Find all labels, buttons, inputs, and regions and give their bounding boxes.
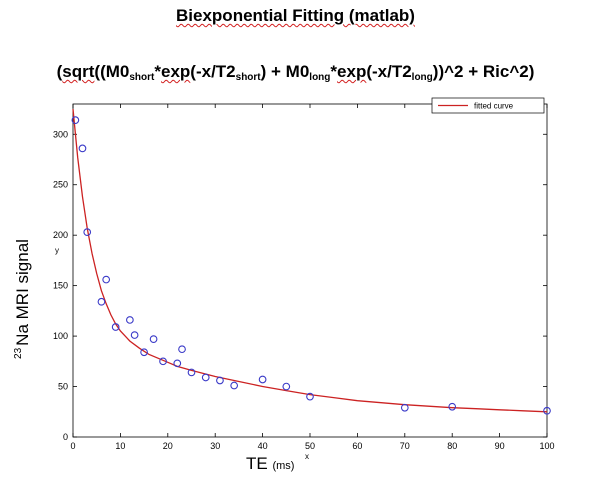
- x-axis-ticks: 0 10 20 30 40 50 60 70 80 90 100: [70, 104, 555, 451]
- y-axis-matlab-label: y: [55, 246, 59, 255]
- x-tick-label: 10: [115, 441, 125, 451]
- x-tick-label: 40: [258, 441, 268, 451]
- data-point: [102, 275, 111, 284]
- legend: fitted curve: [431, 97, 545, 114]
- formula-subscript: short: [129, 72, 155, 83]
- data-point: [230, 381, 239, 390]
- data-point: [126, 316, 134, 324]
- formula-subscript: short: [235, 72, 261, 83]
- y-tick-label: 100: [53, 331, 68, 341]
- data-point: [111, 323, 120, 331]
- x-axis-label-text: TE: [246, 454, 268, 473]
- data-point: [71, 116, 80, 124]
- formula-part: (: [56, 62, 63, 81]
- data-point: [83, 228, 92, 237]
- formula-part: ) + M0: [260, 62, 310, 81]
- formula-part: *: [330, 62, 338, 81]
- formula-part: ))^2 + Ric^2): [432, 62, 535, 81]
- formula-part: sqrt: [62, 62, 95, 81]
- chart-title: Biexponential Fitting (matlab): [0, 6, 591, 26]
- formula-part: ((M0: [94, 62, 130, 81]
- data-point: [140, 348, 148, 357]
- x-tick-label: 0: [70, 441, 75, 451]
- data-point: [543, 406, 551, 415]
- legend-label: fitted curve: [474, 102, 514, 111]
- legend-box: [431, 97, 545, 114]
- data-point: [201, 373, 210, 382]
- chart-title-text: Biexponential Fitting (matlab): [176, 6, 415, 25]
- x-tick-label: 20: [163, 441, 173, 451]
- formula-part: exp: [337, 62, 367, 81]
- x-tick-label: 50: [305, 441, 315, 451]
- y-tick-label: 150: [53, 281, 68, 291]
- data-point: [282, 382, 291, 391]
- data-point: [130, 331, 139, 339]
- x-tick-label: 70: [400, 441, 410, 451]
- x-axis-label: TE (ms): [246, 454, 294, 474]
- data-point: [187, 368, 196, 377]
- fit-formula: (sqrt((M0short*exp(-x/T2short) + M0long*…: [0, 62, 591, 83]
- x-tick-label: 90: [495, 441, 505, 451]
- formula-part: (-x/T2: [366, 62, 412, 81]
- x-axis-matlab-label: x: [305, 452, 309, 461]
- data-point: [306, 392, 314, 401]
- x-tick-label: 80: [447, 441, 457, 451]
- data-point: [173, 359, 182, 368]
- data-point: [149, 335, 158, 343]
- formula-subscript: long: [309, 72, 331, 83]
- data-point: [159, 357, 167, 366]
- plot-area: [72, 103, 548, 438]
- data-point: [97, 297, 106, 306]
- formula-part: (-x/T2: [190, 62, 236, 81]
- formula-part: *: [154, 62, 161, 81]
- y-tick-label: 200: [53, 230, 68, 240]
- y-tick-label: 300: [53, 129, 68, 139]
- formula-part: exp: [161, 62, 191, 81]
- data-point: [448, 402, 457, 411]
- data-point: [78, 144, 87, 153]
- data-points: [71, 116, 551, 415]
- x-tick-label: 100: [539, 441, 554, 451]
- y-tick-label: 0: [63, 432, 68, 442]
- data-point: [178, 345, 186, 354]
- formula-subscript: long: [411, 72, 433, 83]
- y-tick-label: 50: [58, 382, 68, 392]
- x-tick-label: 60: [352, 441, 362, 451]
- data-point: [258, 375, 267, 384]
- y-axis-ticks: 0 50 100 150 200 250 300: [53, 129, 547, 442]
- x-axis-unit: (ms): [272, 460, 295, 472]
- data-point: [400, 403, 409, 412]
- y-tick-label: 250: [53, 180, 68, 190]
- data-point: [216, 376, 224, 385]
- x-tick-label: 30: [210, 441, 220, 451]
